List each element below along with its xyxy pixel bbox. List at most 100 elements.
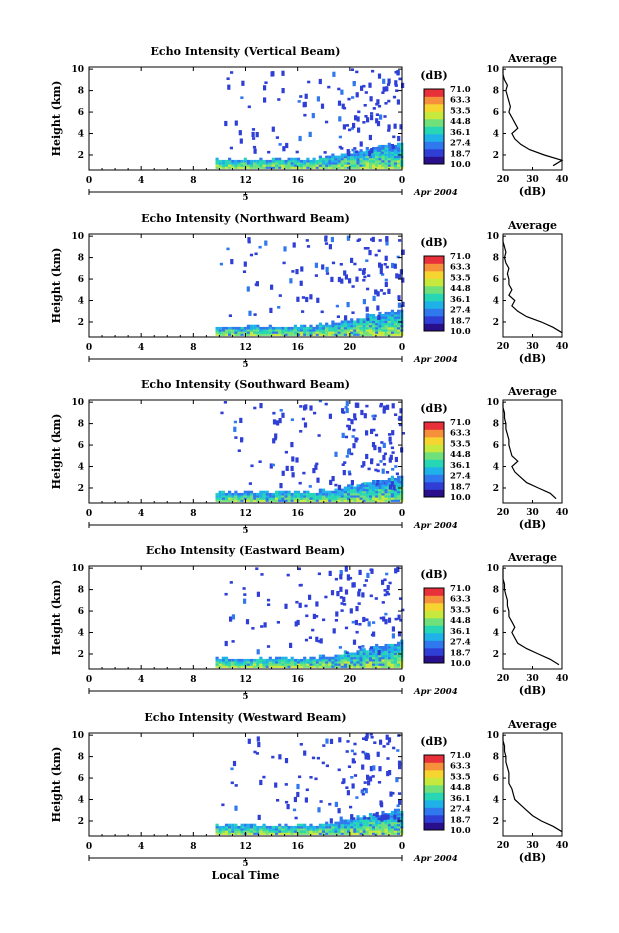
avg-x-tick-label: 40 xyxy=(556,508,569,518)
y-tick-label: 4 xyxy=(78,796,84,806)
y-tick-label: 10 xyxy=(71,232,84,242)
y-tick-label: 2 xyxy=(78,318,84,328)
avg-y-tick-label: 10 xyxy=(486,65,499,75)
colorbar-band xyxy=(424,785,444,793)
y-tick-label: 4 xyxy=(78,629,84,639)
day-marker: 5 xyxy=(243,193,249,203)
x-tick-label: 20 xyxy=(344,675,357,685)
panel-2: Echo Intensity (Southward Beam) 2 4 6 8 10 Hei… xyxy=(50,378,568,536)
colorbar-tick-label: 18.7 xyxy=(450,482,471,492)
y-tick-label: 4 xyxy=(78,130,84,140)
x-tick-label: 4 xyxy=(138,675,144,685)
x-tick-label: 0 xyxy=(399,176,405,186)
colorbar: 71.063.353.544.836.127.418.710.0 xyxy=(423,418,471,503)
y-axis-label: Height (km) xyxy=(50,81,63,157)
colorbar-band xyxy=(424,104,444,112)
colorbar-band xyxy=(424,792,444,801)
x-tick-label: 12 xyxy=(239,675,252,685)
colorbar-band xyxy=(424,610,444,619)
colorbar-band xyxy=(424,595,444,604)
y-tick-label: 6 xyxy=(78,774,84,784)
colorbar-band xyxy=(424,256,444,264)
y-tick-label: 6 xyxy=(78,607,84,617)
colorbar-band xyxy=(424,474,444,483)
panel-title: Echo Intensity (Northward Beam) xyxy=(141,212,350,225)
x-tick-label: 8 xyxy=(190,343,196,353)
average-line xyxy=(502,735,563,833)
colorbar-tick-label: 44.8 xyxy=(450,783,471,793)
colorbar-band xyxy=(424,422,444,430)
avg-y-tick-label: 8 xyxy=(493,753,499,763)
colorbar-band xyxy=(424,141,444,150)
colorbar-band xyxy=(424,119,444,127)
colorbar-band xyxy=(424,482,444,490)
x-tick-label: 0 xyxy=(86,509,92,519)
x-tick-label: 0 xyxy=(86,343,92,353)
average-frame xyxy=(502,732,563,837)
avg-y-tick-label: 4 xyxy=(493,796,499,806)
colorbar-band xyxy=(424,633,444,641)
x-tick-label: 8 xyxy=(190,842,196,852)
colorbar-tick-label: 10.0 xyxy=(450,493,471,503)
colorbar: 71.063.353.544.836.127.418.710.0 xyxy=(423,584,471,669)
avg-x-tick-label: 40 xyxy=(556,674,569,684)
x-tick-label: 0 xyxy=(399,343,405,353)
echo-cells xyxy=(215,733,404,835)
y-tick-label: 2 xyxy=(78,484,84,494)
avg-x-tick-label: 30 xyxy=(526,841,539,851)
avg-y-tick-label: 6 xyxy=(493,275,499,285)
x-tick-label: 16 xyxy=(291,842,304,852)
colorbar-band xyxy=(424,755,444,763)
date-label: Apr 2004 xyxy=(413,687,458,697)
colorbar-band xyxy=(424,822,444,831)
colorbar-tick-label: 63.3 xyxy=(450,595,471,605)
colorbar-tick-label: 27.4 xyxy=(450,139,471,149)
avg-y-tick-label: 2 xyxy=(493,650,499,660)
colorbar-tick-label: 27.4 xyxy=(450,638,471,648)
avg-y-tick-label: 4 xyxy=(493,463,499,473)
average-xlabel: (dB) xyxy=(519,518,546,531)
panel-1: Echo Intensity (Northward Beam) 2 4 6 8 10 Hei… xyxy=(50,212,568,370)
avg-y-tick-label: 8 xyxy=(493,87,499,97)
colorbar-band xyxy=(424,648,444,656)
date-label: Apr 2004 xyxy=(413,355,458,365)
average-xlabel: (dB) xyxy=(519,684,546,697)
average-title: Average xyxy=(507,551,557,564)
colorbar-frame xyxy=(423,587,445,664)
avg-x-tick-label: 20 xyxy=(497,508,510,518)
x-tick-label: 4 xyxy=(138,842,144,852)
colorbar-band xyxy=(424,111,444,120)
avg-x-tick-label: 20 xyxy=(497,841,510,851)
y-tick-label: 6 xyxy=(78,441,84,451)
avg-y-tick-label: 8 xyxy=(493,420,499,430)
colorbar-tick-label: 53.5 xyxy=(450,439,471,449)
colorbar-tick-label: 44.8 xyxy=(450,117,471,127)
avg-x-tick-label: 20 xyxy=(497,674,510,684)
panel-title: Echo Intensity (Southward Beam) xyxy=(141,378,350,391)
x-tick-label: 20 xyxy=(344,176,357,186)
colorbar-band xyxy=(424,278,444,287)
x-tick-label: 16 xyxy=(291,343,304,353)
avg-y-tick-label: 6 xyxy=(493,441,499,451)
colorbar: 71.063.353.544.836.127.418.710.0 xyxy=(423,751,471,836)
colorbar-tick-label: 36.1 xyxy=(450,794,471,804)
y-tick-label: 10 xyxy=(71,65,84,75)
avg-y-tick-label: 8 xyxy=(493,586,499,596)
colorbar-band xyxy=(424,815,444,823)
x-tick-label: 0 xyxy=(86,842,92,852)
colorbar-band xyxy=(424,459,444,468)
y-tick-label: 6 xyxy=(78,108,84,118)
echo-cells xyxy=(215,566,405,668)
avg-y-tick-label: 2 xyxy=(493,484,499,494)
panel-title: Echo Intensity (Eastward Beam) xyxy=(146,544,345,557)
avg-x-tick-label: 30 xyxy=(526,175,539,185)
colorbar-frame xyxy=(423,421,445,498)
colorbar-tick-label: 36.1 xyxy=(450,627,471,637)
colorbar-unit: (dB) xyxy=(420,735,447,748)
avg-y-tick-label: 2 xyxy=(493,817,499,827)
colorbar-band xyxy=(424,316,444,324)
colorbar-band xyxy=(424,323,444,332)
average-line xyxy=(502,236,563,334)
avg-y-tick-label: 6 xyxy=(493,607,499,617)
colorbar-band xyxy=(424,777,444,786)
